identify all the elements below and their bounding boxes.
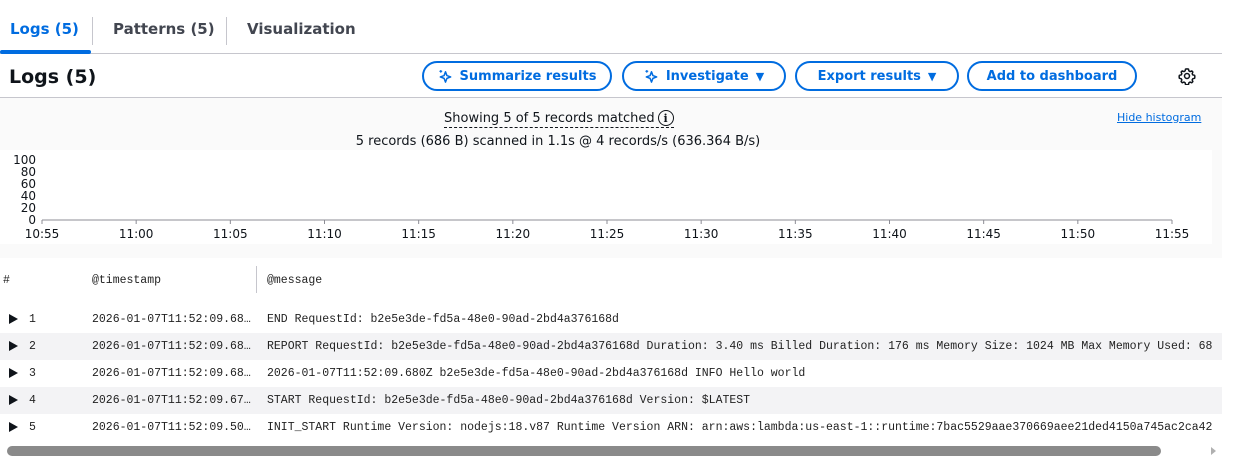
y-tick-label: 100 xyxy=(13,153,36,167)
records-matched-text: Showing 5 of 5 records matched xyxy=(444,110,655,126)
table-row[interactable]: 1 2026-01-07T11:52:09.68… END RequestId:… xyxy=(0,306,1222,333)
page-title: Logs (5) xyxy=(9,66,97,88)
info-icon: i xyxy=(657,110,674,126)
row-message: INIT_START Runtime Version: nodejs:18.v8… xyxy=(267,421,1213,434)
x-tick-label: 11:50 xyxy=(1061,227,1096,241)
x-tick-label: 10:55 xyxy=(25,227,60,241)
table-row[interactable]: 3 2026-01-07T11:52:09.68… 2026-01-07T11:… xyxy=(0,360,1222,387)
x-tick-label: 11:45 xyxy=(966,227,1001,241)
x-tick-label: 11:20 xyxy=(496,227,531,241)
sparkle-icon xyxy=(645,69,658,83)
row-timestamp: 2026-01-07T11:52:09.68… xyxy=(92,340,251,353)
column-header-message[interactable]: @message xyxy=(267,274,323,287)
expand-row-icon[interactable] xyxy=(9,314,18,324)
button-label: Export results xyxy=(817,68,921,84)
scroll-right-arrow-icon[interactable] xyxy=(1211,447,1216,455)
row-number: 1 xyxy=(29,313,36,326)
row-number: 5 xyxy=(29,421,36,434)
tab-divider xyxy=(226,17,227,45)
investigate-button[interactable]: Investigate ▼ xyxy=(622,61,786,91)
row-number: 2 xyxy=(29,340,36,353)
y-tick-label: 80 xyxy=(21,165,36,179)
y-tick-label: 20 xyxy=(21,201,36,215)
column-header-timestamp[interactable]: @timestamp xyxy=(92,274,162,287)
y-tick-label: 40 xyxy=(21,189,36,203)
row-message: END RequestId: b2e5e3de-fd5a-48e0-90ad-2… xyxy=(267,313,619,326)
active-tab-indicator xyxy=(0,50,91,54)
tab-bar: Logs (5) Patterns (5) Visualization xyxy=(0,0,1222,54)
add-to-dashboard-button[interactable]: Add to dashboard xyxy=(967,61,1137,91)
y-tick-label: 60 xyxy=(21,177,36,191)
x-tick-label: 11:40 xyxy=(872,227,907,241)
caret-down-icon: ▼ xyxy=(755,69,765,83)
logs-table: # @timestamp @message 1 2026-01-07T11:52… xyxy=(0,258,1222,460)
horizontal-scrollbar[interactable] xyxy=(7,446,1161,456)
row-message: REPORT RequestId: b2e5e3de-fd5a-48e0-90a… xyxy=(267,340,1213,353)
table-row[interactable]: 4 2026-01-07T11:52:09.67… START RequestI… xyxy=(0,387,1222,414)
x-tick-label: 11:05 xyxy=(213,227,248,241)
x-tick-label: 11:00 xyxy=(119,227,154,241)
button-label: Investigate xyxy=(665,68,749,84)
table-row[interactable]: 5 2026-01-07T11:52:09.50… INIT_START Run… xyxy=(0,414,1222,441)
x-tick-label: 11:15 xyxy=(401,227,436,241)
records-matched[interactable]: Showing 5 of 5 records matched i xyxy=(444,110,674,128)
logs-header: Logs (5) Summarize results Investigate ▼… xyxy=(0,54,1222,98)
hide-histogram-link[interactable]: Hide histogram xyxy=(1117,111,1202,124)
expand-row-icon[interactable] xyxy=(9,395,18,405)
caret-down-icon: ▼ xyxy=(927,69,937,83)
column-header-index: # xyxy=(3,274,10,287)
table-row[interactable]: 2 2026-01-07T11:52:09.68… REPORT Request… xyxy=(0,333,1222,360)
sparkle-icon xyxy=(438,69,451,83)
row-number: 4 xyxy=(29,394,36,407)
row-timestamp: 2026-01-07T11:52:09.68… xyxy=(92,367,251,380)
x-tick-label: 11:25 xyxy=(590,227,625,241)
tab-logs[interactable]: Logs (5) xyxy=(10,20,79,38)
row-timestamp: 2026-01-07T11:52:09.68… xyxy=(92,313,251,326)
expand-row-icon[interactable] xyxy=(9,422,18,432)
row-timestamp: 2026-01-07T11:52:09.67… xyxy=(92,394,251,407)
summarize-results-button[interactable]: Summarize results xyxy=(422,61,612,91)
x-tick-label: 11:35 xyxy=(778,227,813,241)
row-timestamp: 2026-01-07T11:52:09.50… xyxy=(92,421,251,434)
button-label: Summarize results xyxy=(459,68,597,84)
tab-patterns[interactable]: Patterns (5) xyxy=(113,20,215,38)
x-tick-label: 11:10 xyxy=(307,227,342,241)
x-tick-label: 11:55 xyxy=(1155,227,1190,241)
row-message: 2026-01-07T11:52:09.680Z b2e5e3de-fd5a-4… xyxy=(267,367,806,380)
export-results-button[interactable]: Export results ▼ xyxy=(795,61,959,91)
gear-icon[interactable] xyxy=(1178,67,1196,85)
row-number: 3 xyxy=(29,367,36,380)
expand-row-icon[interactable] xyxy=(9,368,18,378)
x-tick-label: 11:30 xyxy=(684,227,719,241)
column-divider[interactable] xyxy=(256,266,257,293)
y-tick-label: 0 xyxy=(28,213,36,227)
tab-divider xyxy=(92,17,93,45)
scan-stats: 5 records (686 B) scanned in 1.1s @ 4 re… xyxy=(355,134,761,149)
expand-row-icon[interactable] xyxy=(9,341,18,351)
tab-visualization[interactable]: Visualization xyxy=(247,20,356,38)
row-message: START RequestId: b2e5e3de-fd5a-48e0-90ad… xyxy=(267,394,751,407)
button-label: Add to dashboard xyxy=(986,68,1118,84)
